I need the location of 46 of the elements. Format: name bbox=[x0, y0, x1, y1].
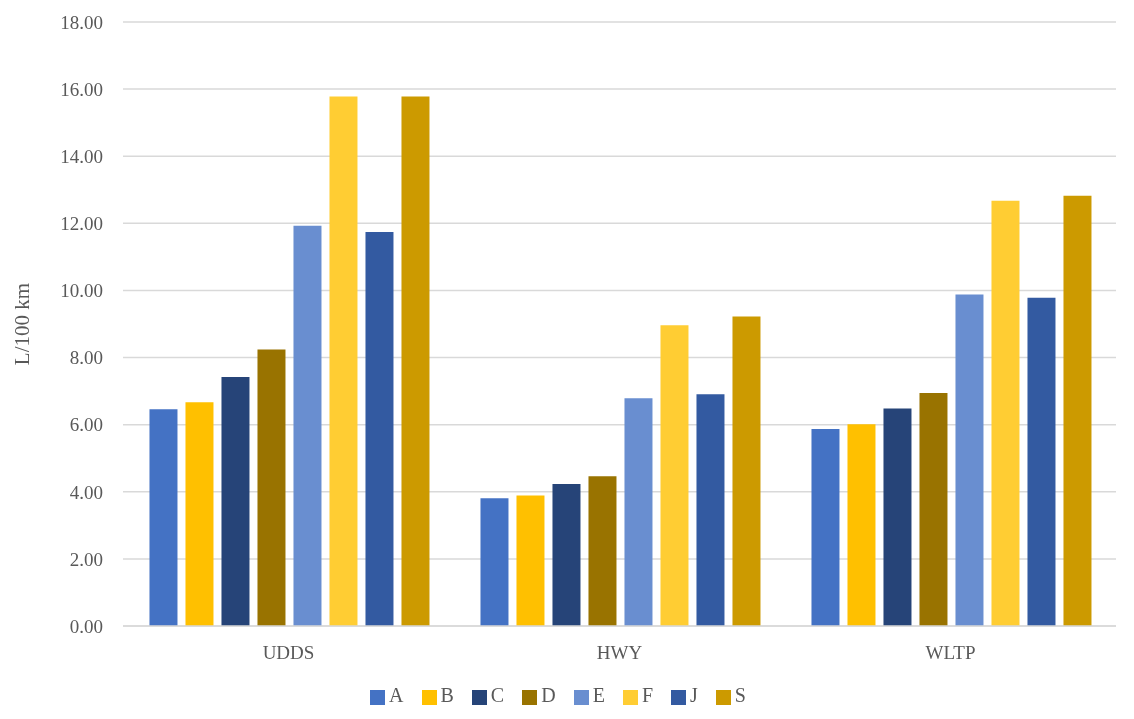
x-tick-label: UDDS bbox=[262, 642, 315, 664]
y-axis-title: L/100 km bbox=[10, 282, 35, 366]
bar bbox=[696, 394, 725, 626]
y-tick-label: 14.00 bbox=[60, 145, 103, 167]
legend-label: D bbox=[541, 684, 556, 706]
bar bbox=[588, 476, 617, 626]
y-tick-label: 2.00 bbox=[69, 548, 103, 570]
bar bbox=[149, 409, 178, 626]
legend-label: F bbox=[641, 684, 653, 706]
bar bbox=[847, 424, 876, 626]
bar bbox=[480, 498, 509, 626]
y-tick-label: 8.00 bbox=[69, 347, 103, 369]
bar bbox=[1027, 297, 1056, 626]
y-tick-label: 0.00 bbox=[69, 615, 103, 637]
bar bbox=[660, 325, 689, 626]
y-tick-label: 12.00 bbox=[60, 213, 103, 235]
bar bbox=[365, 232, 394, 626]
y-tick-label: 18.00 bbox=[60, 11, 103, 33]
y-tick-label: 4.00 bbox=[69, 481, 103, 503]
legend-label: A bbox=[389, 684, 404, 706]
bar bbox=[552, 484, 581, 626]
bar bbox=[991, 200, 1020, 626]
bar bbox=[1063, 195, 1092, 626]
bar bbox=[883, 408, 912, 626]
x-tick-label: WLTP bbox=[925, 642, 976, 664]
bar bbox=[329, 96, 358, 626]
y-tick-label: 16.00 bbox=[60, 78, 103, 100]
legend-label: E bbox=[592, 684, 605, 706]
x-tick-label: HWY bbox=[596, 642, 643, 664]
bar bbox=[811, 429, 840, 626]
bar bbox=[919, 393, 948, 626]
y-tick-label: 10.00 bbox=[60, 280, 103, 302]
legend-label: J bbox=[690, 684, 698, 706]
legend-label: S bbox=[734, 684, 746, 706]
bar bbox=[624, 398, 653, 626]
legend-label: B bbox=[440, 684, 454, 706]
bar bbox=[732, 316, 761, 626]
bar bbox=[516, 495, 545, 626]
bar bbox=[401, 96, 430, 626]
bar bbox=[293, 225, 322, 626]
y-tick-label: 6.00 bbox=[69, 414, 103, 436]
bar bbox=[221, 377, 250, 626]
bar bbox=[955, 294, 984, 626]
legend-label: C bbox=[490, 684, 505, 706]
bar bbox=[257, 349, 286, 626]
bar bbox=[185, 402, 214, 626]
